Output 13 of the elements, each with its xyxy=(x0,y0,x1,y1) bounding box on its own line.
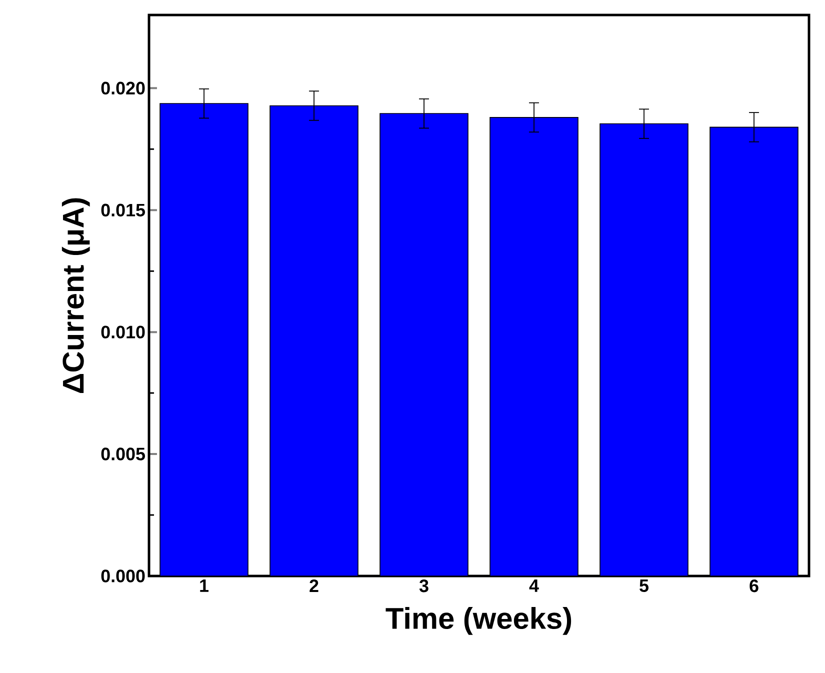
y-tick-label: 0.015 xyxy=(101,204,145,216)
x-tick-label: 4 xyxy=(529,579,539,592)
x-axis-title: Time (weeks) xyxy=(386,607,572,635)
x-tick-label: 3 xyxy=(419,579,428,592)
y-tick-label: 0.000 xyxy=(101,570,145,582)
y-tick-label: 0.005 xyxy=(101,448,145,460)
x-tick-label: 2 xyxy=(310,579,318,592)
y-tick-label: 0.010 xyxy=(101,326,145,338)
y-axis-title: ΔCurrent (μA) xyxy=(62,198,90,394)
x-tick-label: 6 xyxy=(750,579,758,592)
x-tick-label: 1 xyxy=(200,579,209,592)
y-tick-label: 0.020 xyxy=(101,82,145,94)
x-tick-label: 5 xyxy=(640,579,648,592)
